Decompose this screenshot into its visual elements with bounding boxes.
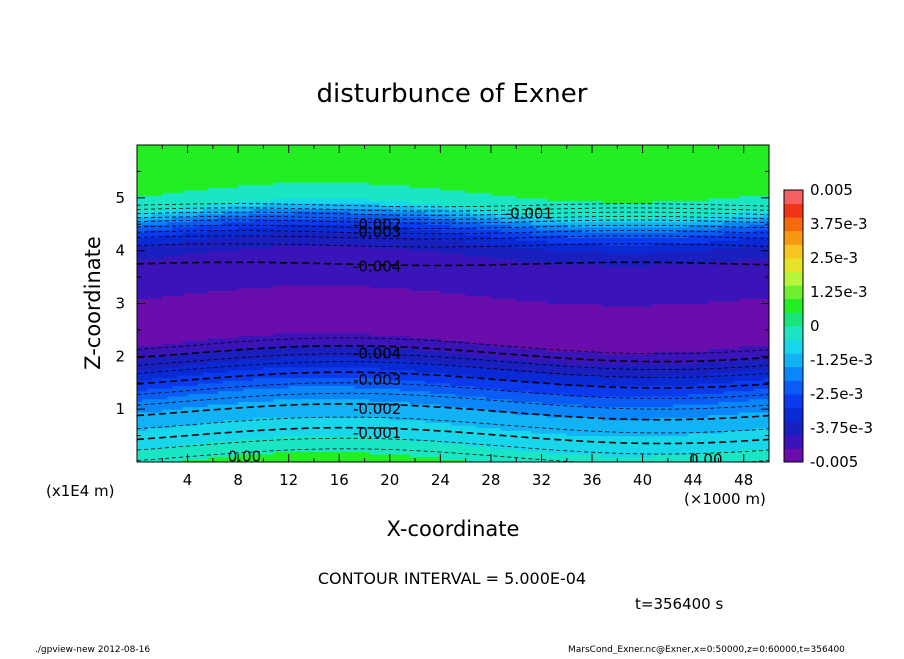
plot-area: 0.00 0.00-0.001-0.002-0.003-0.004-0.004-0… (137, 145, 770, 468)
color-field (137, 145, 770, 463)
chart-title: disturbunce of Exner (317, 79, 588, 109)
